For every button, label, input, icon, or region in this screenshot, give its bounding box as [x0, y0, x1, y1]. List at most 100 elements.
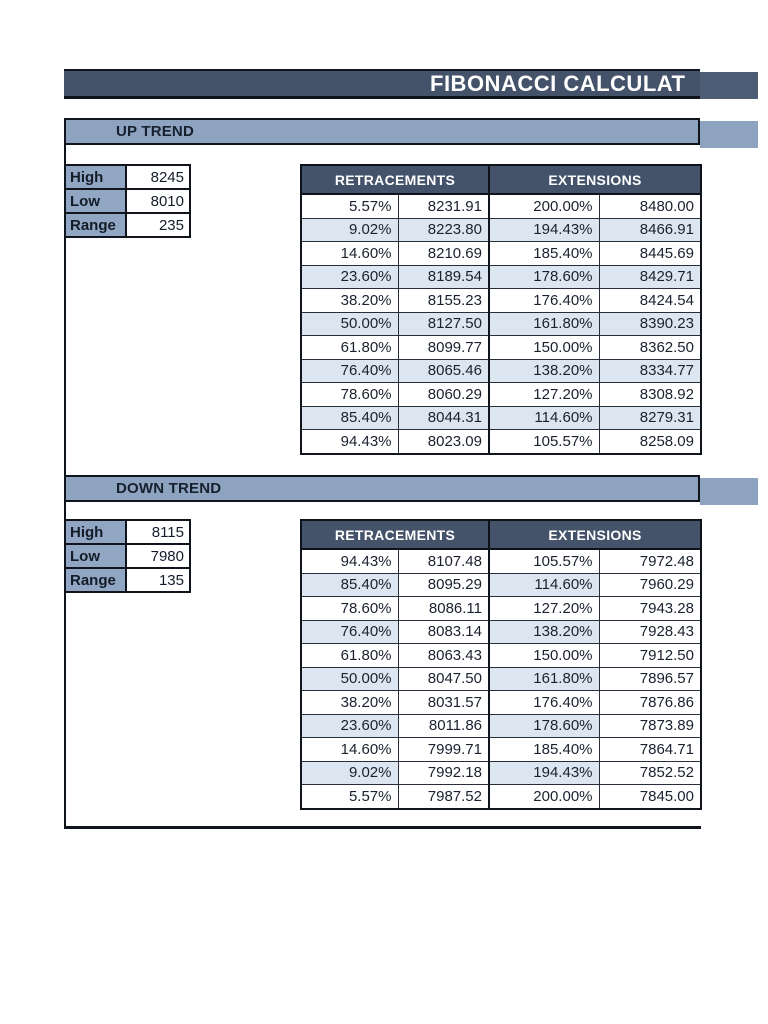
retracement-value-cell: 8223.80 — [397, 217, 490, 242]
retracement-pct-cell: 76.40% — [300, 619, 399, 644]
range-value-cell[interactable]: 135 — [125, 567, 191, 593]
extension-pct-cell: 178.60% — [488, 713, 600, 738]
extension-value-cell: 8445.69 — [598, 241, 702, 266]
table-row: 76.40% 8065.46 138.20% 8334.77 — [300, 358, 702, 383]
extension-pct-cell: 105.57% — [488, 548, 600, 574]
retracement-value-cell: 8047.50 — [397, 666, 490, 691]
retracement-pct-cell: 94.43% — [300, 429, 399, 455]
retracement-value-cell: 8210.69 — [397, 241, 490, 266]
table-row: 94.43% 8107.48 105.57% 7972.48 — [300, 548, 702, 574]
retracement-pct-cell: 76.40% — [300, 358, 399, 383]
retracement-pct-cell: 23.60% — [300, 713, 399, 738]
retracements-header: RETRACEMENTS — [300, 164, 490, 195]
extension-value-cell: 7928.43 — [598, 619, 702, 644]
extension-pct-cell: 161.80% — [488, 311, 600, 336]
extension-value-cell: 8334.77 — [598, 358, 702, 383]
retracement-value-cell: 8031.57 — [397, 690, 490, 715]
low-value-cell[interactable]: 8010 — [125, 188, 191, 214]
up-trend-band-overflow — [700, 121, 758, 148]
retracement-value-cell: 8086.11 — [397, 596, 490, 621]
retracement-pct-cell: 5.57% — [300, 784, 399, 810]
down-trend-section-header: DOWN TREND — [64, 475, 700, 502]
table-row: 61.80% 8099.77 150.00% 8362.50 — [300, 335, 702, 360]
extension-pct-cell: 114.60% — [488, 572, 600, 597]
retracement-value-cell: 8044.31 — [397, 405, 490, 430]
retracement-pct-cell: 38.20% — [300, 690, 399, 715]
up-trend-table: RETRACEMENTS EXTENSIONS 5.57% 8231.91 200.… — [300, 164, 702, 455]
extension-pct-cell: 200.00% — [488, 784, 600, 810]
range-row: Range 135 — [64, 567, 191, 593]
extension-value-cell: 7864.71 — [598, 737, 702, 762]
extension-pct-cell: 161.80% — [488, 666, 600, 691]
retracement-value-cell: 8065.46 — [397, 358, 490, 383]
table-row: 78.60% 8060.29 127.20% 8308.92 — [300, 382, 702, 407]
extension-pct-cell: 194.43% — [488, 217, 600, 242]
retracement-value-cell: 8063.43 — [397, 643, 490, 668]
range-label: Range — [64, 212, 127, 238]
retracement-pct-cell: 94.43% — [300, 548, 399, 574]
high-value-cell[interactable]: 8245 — [125, 164, 191, 190]
retracement-value-cell: 8011.86 — [397, 713, 490, 738]
high-row: High 8115 — [64, 519, 191, 545]
extension-value-cell: 8390.23 — [598, 311, 702, 336]
retracement-value-cell: 8083.14 — [397, 619, 490, 644]
range-value-cell[interactable]: 235 — [125, 212, 191, 238]
retracement-pct-cell: 5.57% — [300, 193, 399, 219]
table-row: 85.40% 8095.29 114.60% 7960.29 — [300, 572, 702, 597]
up-trend-label: UP TREND — [116, 123, 194, 140]
table-row: 94.43% 8023.09 105.57% 8258.09 — [300, 429, 702, 455]
extension-pct-cell: 138.20% — [488, 358, 600, 383]
extension-pct-cell: 185.40% — [488, 737, 600, 762]
table-row: 50.00% 8127.50 161.80% 8390.23 — [300, 311, 702, 336]
down-trend-band-overflow — [700, 478, 758, 505]
retracement-pct-cell: 38.20% — [300, 288, 399, 313]
extension-value-cell: 7960.29 — [598, 572, 702, 597]
table-row: 23.60% 8011.86 178.60% 7873.89 — [300, 713, 702, 738]
extension-pct-cell: 194.43% — [488, 760, 600, 785]
extensions-header: EXTENSIONS — [488, 164, 702, 195]
table-row: 23.60% 8189.54 178.60% 8429.71 — [300, 264, 702, 289]
extension-pct-cell: 114.60% — [488, 405, 600, 430]
retracement-value-cell: 8231.91 — [397, 193, 490, 219]
retracement-pct-cell: 61.80% — [300, 335, 399, 360]
table-row: 14.60% 8210.69 185.40% 8445.69 — [300, 241, 702, 266]
extension-value-cell: 8279.31 — [598, 405, 702, 430]
extension-value-cell: 8258.09 — [598, 429, 702, 455]
high-row: High 8245 — [64, 164, 191, 190]
down-trend-label: DOWN TREND — [116, 480, 222, 497]
high-label: High — [64, 164, 127, 190]
high-value-cell[interactable]: 8115 — [125, 519, 191, 545]
retracement-value-cell: 8060.29 — [397, 382, 490, 407]
extension-value-cell: 7873.89 — [598, 713, 702, 738]
table-row: 50.00% 8047.50 161.80% 7896.57 — [300, 666, 702, 691]
extension-pct-cell: 176.40% — [488, 288, 600, 313]
retracement-value-cell: 8107.48 — [397, 548, 490, 574]
down-trend-table-header-row: RETRACEMENTS EXTENSIONS — [300, 519, 702, 550]
retracement-pct-cell: 61.80% — [300, 643, 399, 668]
extension-value-cell: 7896.57 — [598, 666, 702, 691]
table-row: 14.60% 7999.71 185.40% 7864.71 — [300, 737, 702, 762]
retracement-pct-cell: 50.00% — [300, 666, 399, 691]
extension-pct-cell: 178.60% — [488, 264, 600, 289]
range-row: Range 235 — [64, 212, 191, 238]
retracement-value-cell: 8155.23 — [397, 288, 490, 313]
retracement-pct-cell: 78.60% — [300, 382, 399, 407]
low-value-cell[interactable]: 7980 — [125, 543, 191, 569]
table-row: 38.20% 8155.23 176.40% 8424.54 — [300, 288, 702, 313]
extension-value-cell: 8480.00 — [598, 193, 702, 219]
extension-value-cell: 7876.86 — [598, 690, 702, 715]
retracement-value-cell: 7992.18 — [397, 760, 490, 785]
down-trend-inputs-block: High 8115 Low 7980 Range 135 — [64, 519, 191, 593]
retracement-value-cell: 7987.52 — [397, 784, 490, 810]
low-row: Low 7980 — [64, 543, 191, 569]
range-label: Range — [64, 567, 127, 593]
extension-value-cell: 7912.50 — [598, 643, 702, 668]
table-row: 76.40% 8083.14 138.20% 7928.43 — [300, 619, 702, 644]
extension-value-cell: 8308.92 — [598, 382, 702, 407]
retracement-pct-cell: 14.60% — [300, 241, 399, 266]
retracement-pct-cell: 23.60% — [300, 264, 399, 289]
up-trend-section-header: UP TREND — [64, 118, 700, 145]
up-trend-table-header-row: RETRACEMENTS EXTENSIONS — [300, 164, 702, 195]
table-row: 38.20% 8031.57 176.40% 7876.86 — [300, 690, 702, 715]
retracement-value-cell: 7999.71 — [397, 737, 490, 762]
